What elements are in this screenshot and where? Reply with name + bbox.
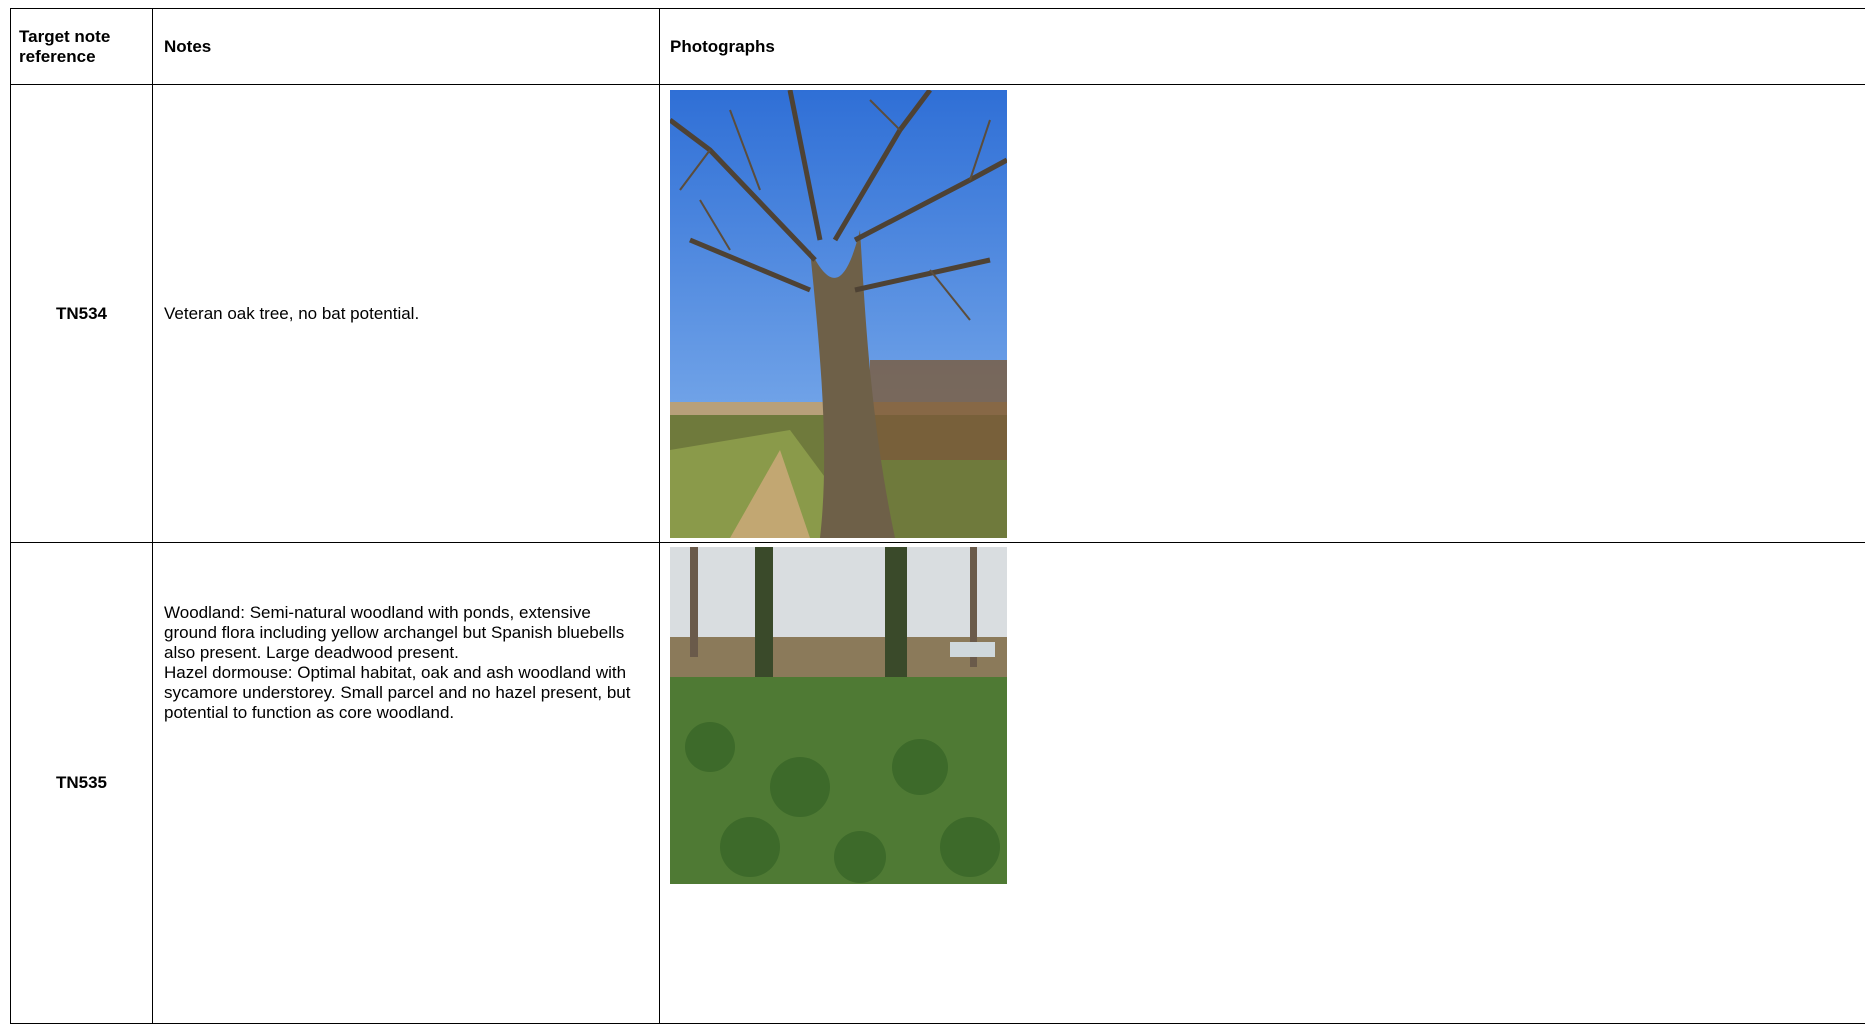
ref-cell: TN534 <box>11 85 153 543</box>
header-text: Photographs <box>670 37 775 56</box>
woodland-photo <box>670 547 1007 884</box>
notes-cell: Veteran oak tree, no bat potential. <box>153 85 660 543</box>
header-cell: Photographs <box>660 9 1865 85</box>
notes-text: Hazel dormouse: Optimal habitat, oak and… <box>164 663 648 723</box>
header-row: Target note reference Notes Photographs <box>11 9 1865 85</box>
header-cell: Notes <box>153 9 660 85</box>
oak-tree-photo <box>670 90 1007 538</box>
notes-cell: Woodland: Semi-natural woodland with pon… <box>153 543 660 1024</box>
ref-cell: TN535 <box>11 543 153 1024</box>
ref-text: TN535 <box>56 773 107 792</box>
header-text: Target note reference <box>19 27 111 67</box>
notes-text: Woodland: Semi-natural woodland with pon… <box>164 603 648 663</box>
target-notes-table: Target note reference Notes Photographs … <box>10 8 1865 1024</box>
header-cell: Target note reference <box>11 9 153 85</box>
table-row: TN535 Woodland: Semi-natural woodland wi… <box>11 543 1865 1024</box>
photo-cell <box>660 543 1865 1024</box>
ref-text: TN534 <box>56 304 107 323</box>
page: Target note reference Notes Photographs … <box>0 0 1865 954</box>
header-text: Notes <box>164 37 211 56</box>
table-row: TN534 Veteran oak tree, no bat potential… <box>11 85 1865 543</box>
notes-text: Veteran oak tree, no bat potential. <box>164 304 648 324</box>
photo-cell <box>660 85 1865 543</box>
